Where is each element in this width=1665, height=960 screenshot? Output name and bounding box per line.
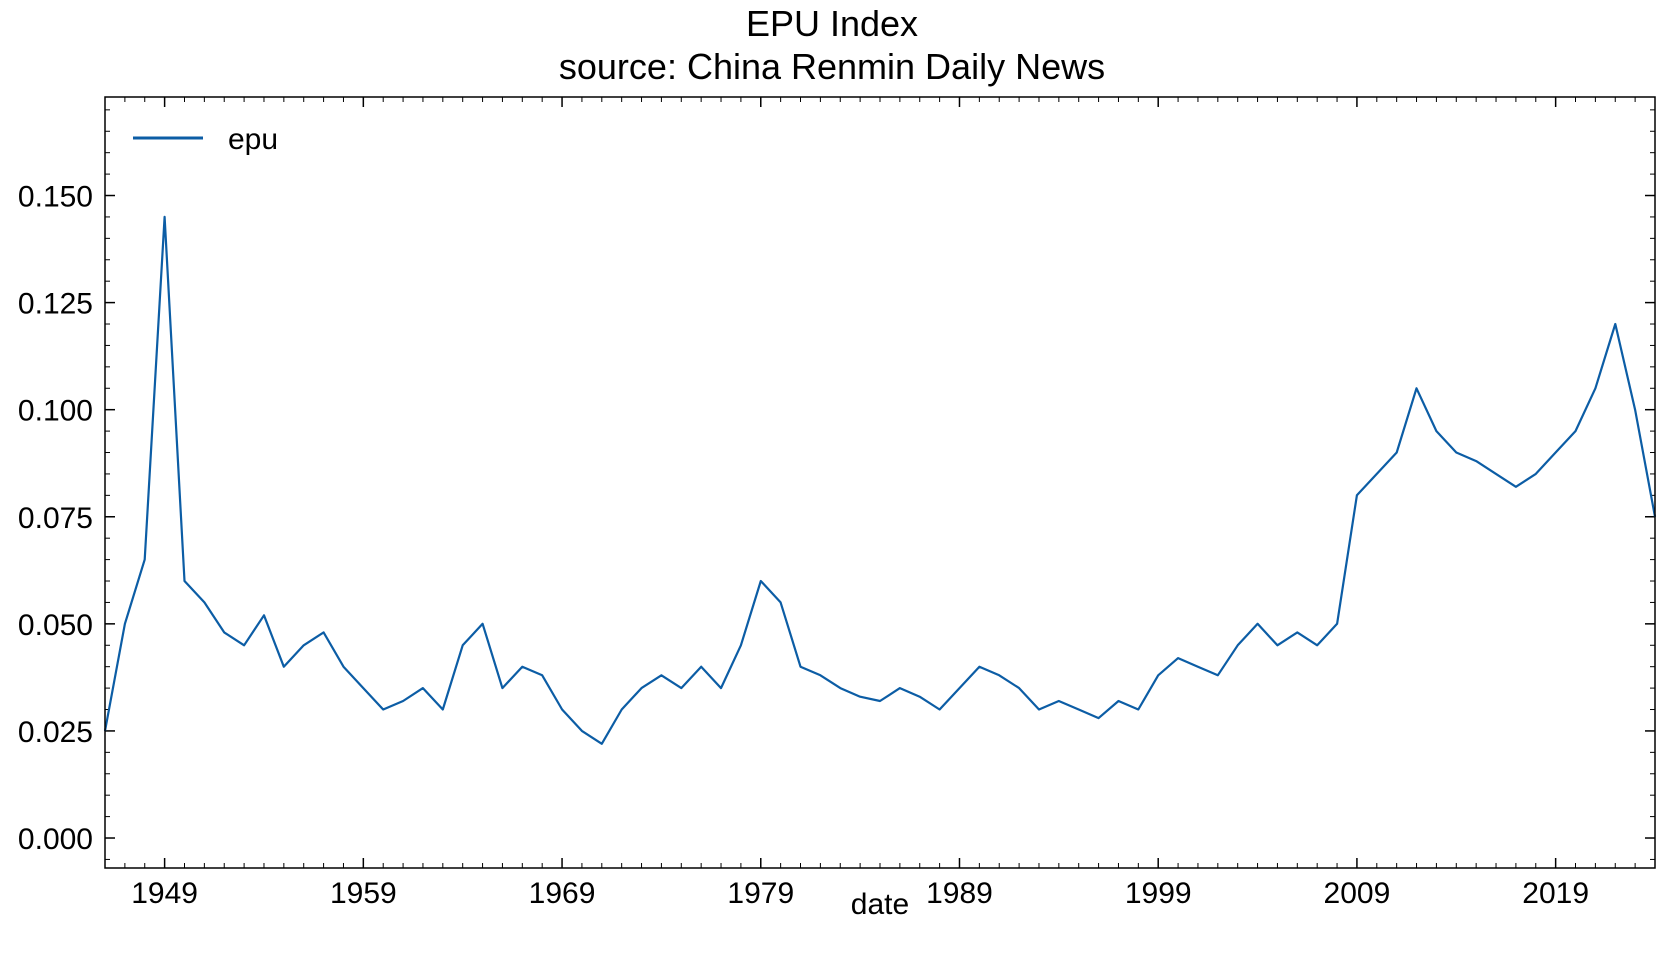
x-axis-ticks: 1949 1959 1969 1979 1989 1999 2009 2019 — [104, 97, 1656, 910]
y-tick-label-5: 0.125 — [18, 288, 93, 321]
x-tick-label-3: 1979 — [727, 877, 794, 910]
y-tick-label-1: 0.025 — [18, 716, 93, 749]
x-tick-label-5: 1999 — [1125, 877, 1192, 910]
legend-label-epu: epu — [228, 123, 278, 156]
y-tick-label-2: 0.050 — [18, 609, 93, 642]
plot-frame — [104, 96, 1656, 869]
x-axis-label: date — [851, 888, 909, 921]
legend: epu — [133, 123, 278, 156]
x-tick-label-4: 1989 — [926, 877, 993, 910]
y-tick-label-6: 0.150 — [18, 181, 93, 214]
x-tick-label-6: 2009 — [1324, 877, 1391, 910]
x-tick-label-1: 1959 — [330, 877, 397, 910]
chart-title: EPU Index — [746, 3, 918, 44]
x-tick-label-0: 1949 — [131, 877, 198, 910]
x-tick-label-7: 2019 — [1522, 877, 1589, 910]
y-axis-ticks: 0.000 0.025 0.050 0.075 0.100 0.125 0.150 — [18, 109, 1655, 860]
y-tick-label-4: 0.100 — [18, 395, 93, 428]
y-tick-label-0: 0.000 — [18, 823, 93, 856]
chart-subtitle: source: China Renmin Daily News — [559, 46, 1105, 87]
epu-series-line — [103, 215, 1657, 745]
x-tick-label-2: 1969 — [529, 877, 596, 910]
y-tick-label-3: 0.075 — [18, 502, 93, 535]
